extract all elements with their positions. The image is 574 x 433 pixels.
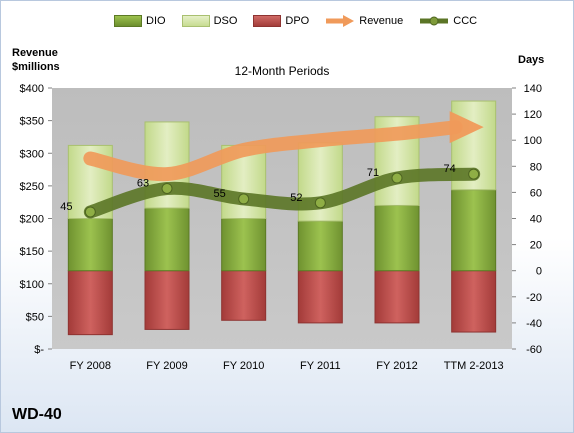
legend-item-revenue: Revenue [325, 15, 403, 27]
ccc-data-label: 45 [60, 201, 72, 213]
right-tick-label: -60 [526, 344, 542, 356]
company-name: WD-40 [12, 406, 62, 423]
dpo-bar [67, 270, 113, 336]
x-tick-label: FY 2009 [146, 360, 187, 372]
right-tick-label: 60 [530, 187, 542, 199]
revenue-line [83, 120, 463, 182]
right-tick-label: 0 [536, 266, 542, 278]
left-tick-label: $250 [20, 181, 44, 193]
revenue-series [83, 111, 484, 182]
right-tick-label: 80 [530, 161, 542, 173]
right-tick-label: 120 [524, 109, 542, 121]
left-tick-label: $- [34, 344, 44, 356]
dio-bar [144, 207, 190, 272]
dpo-bar [221, 270, 267, 321]
legend-item-dio: DIO [114, 15, 166, 27]
dio-bar [221, 218, 267, 272]
x-tick-label: FY 2011 [300, 360, 341, 372]
left-tick-label: $350 [20, 116, 44, 128]
right-tick-label: 100 [524, 135, 542, 147]
x-tick-label: TTM 2-2013 [444, 360, 504, 372]
left-tick-label: $300 [20, 148, 44, 160]
dpo-swatch [253, 15, 282, 27]
dso-swatch [181, 15, 210, 27]
x-tick-label: FY 2012 [376, 360, 417, 372]
right-axis-title: Days [518, 54, 545, 66]
ccc-point [238, 193, 250, 205]
legend-label-revenue: Revenue [359, 15, 404, 27]
left-tick-label: $100 [20, 279, 44, 291]
legend-item-dpo: DPO [253, 15, 309, 27]
left-tick-label: $200 [20, 214, 44, 226]
left-axis-title-line2: $millions [12, 61, 60, 73]
dio-bar [451, 189, 497, 272]
revenue-arrowhead [449, 111, 484, 144]
left-tick-label: $50 [26, 311, 44, 323]
ccc-series: 45 63 55 52 71 74 [60, 163, 481, 219]
ccc-data-label: 74 [444, 163, 456, 175]
ccc-point [468, 168, 480, 180]
ccc-data-label: 63 [137, 177, 149, 189]
ccc-point [391, 172, 403, 184]
dio-bar [297, 220, 343, 272]
x-axis: FY 2008 FY 2009 FY 2010 FY 2011 FY 2012 TTM 2… [70, 360, 504, 372]
right-tick-label: -40 [526, 318, 542, 330]
ccc-point [161, 182, 173, 194]
legend-label-dso: DSO [213, 15, 238, 27]
x-tick-label: FY 2008 [70, 360, 111, 372]
ccc-point [84, 206, 96, 218]
dio-bar [374, 204, 420, 272]
left-axis: $- $50 $100 $150 $200 $250 $300 $350 $400 [20, 83, 52, 356]
dio-bar [67, 218, 113, 272]
dpo-bar [451, 270, 497, 333]
right-tick-label: 40 [530, 214, 542, 226]
left-tick-label: $150 [20, 246, 44, 258]
legend: DIO DSO DPO Revenue CCC [114, 15, 493, 27]
ccc-point [314, 197, 326, 209]
ccc-data-label: 71 [367, 167, 379, 179]
bar-series [67, 100, 497, 336]
chart-subtitle: 12-Month Periods [235, 64, 330, 78]
ccc-data-label: 55 [214, 188, 226, 200]
dio-swatch [114, 15, 142, 27]
legend-label-ccc: CCC [453, 15, 478, 27]
legend-label-dpo: DPO [285, 15, 310, 27]
dpo-bar [374, 270, 420, 324]
legend-label-dio: DIO [146, 15, 166, 27]
right-axis: -60 -40 -20 0 20 40 60 80 100 120 140 [512, 83, 542, 356]
x-tick-label: FY 2010 [223, 360, 264, 372]
right-tick-label: 20 [530, 240, 542, 252]
left-tick-label: $400 [20, 83, 44, 95]
dpo-bar [144, 270, 190, 330]
revenue-arrow-icon [326, 15, 355, 27]
right-tick-label: -20 [526, 292, 542, 304]
right-tick-label: 140 [524, 83, 542, 95]
ccc-data-label: 52 [290, 192, 302, 204]
left-axis-title: Revenue $millions [12, 46, 60, 74]
ccc-line-icon [420, 16, 449, 26]
left-axis-title-line1: Revenue [12, 47, 58, 59]
dpo-bar [297, 270, 343, 324]
legend-item-ccc: CCC [419, 15, 477, 27]
legend-item-dso: DSO [181, 15, 238, 27]
